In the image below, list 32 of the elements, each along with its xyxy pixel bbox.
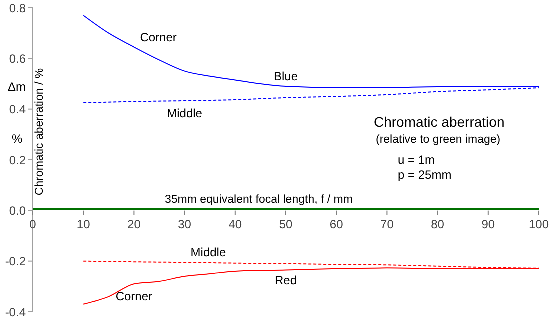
text: Δm	[8, 80, 26, 94]
x-tick-label: 20	[128, 217, 142, 232]
series-label: Middle	[167, 106, 203, 120]
annotation: Blue	[274, 70, 298, 84]
x-tick-label: 40	[228, 217, 242, 232]
y-tick-label: -0.2	[5, 254, 26, 269]
x-tick-label: 100	[528, 217, 550, 232]
y-tick-label: 0.4	[9, 102, 26, 117]
text: Chromatic aberration	[374, 114, 505, 130]
series-label: Corner	[140, 30, 177, 44]
text: (relative to green image)	[376, 134, 501, 146]
y-tick-label: -0.4	[5, 305, 26, 320]
y-tick-label: 0.6	[9, 52, 26, 66]
annotation: p = 25mm	[398, 168, 452, 182]
x-tick-label: 70	[380, 217, 394, 232]
text: %	[12, 132, 23, 146]
x-tick-label: 60	[330, 217, 344, 232]
x-tick-label: 10	[76, 217, 91, 232]
y-tick-label: 0.8	[9, 1, 26, 16]
annotation: u = 1m	[398, 153, 436, 167]
series-label: Corner	[116, 290, 153, 304]
y-tick-label: 0.0	[9, 204, 26, 218]
x-tick-label: 80	[431, 217, 445, 232]
series-label: Middle	[190, 246, 226, 260]
x-tick-label: 50	[279, 217, 293, 232]
x-tick-label: 90	[482, 217, 496, 232]
y-tick-label: 0.2	[9, 153, 26, 168]
x-axis-title: 35mm equivalent focal length, f / mm	[165, 194, 353, 206]
x-tick-label: 0	[30, 217, 37, 232]
x-tick-label: 30	[178, 217, 192, 232]
y-axis-title: Chromatic aberration / %	[34, 68, 46, 196]
annotation: Red	[274, 274, 298, 288]
